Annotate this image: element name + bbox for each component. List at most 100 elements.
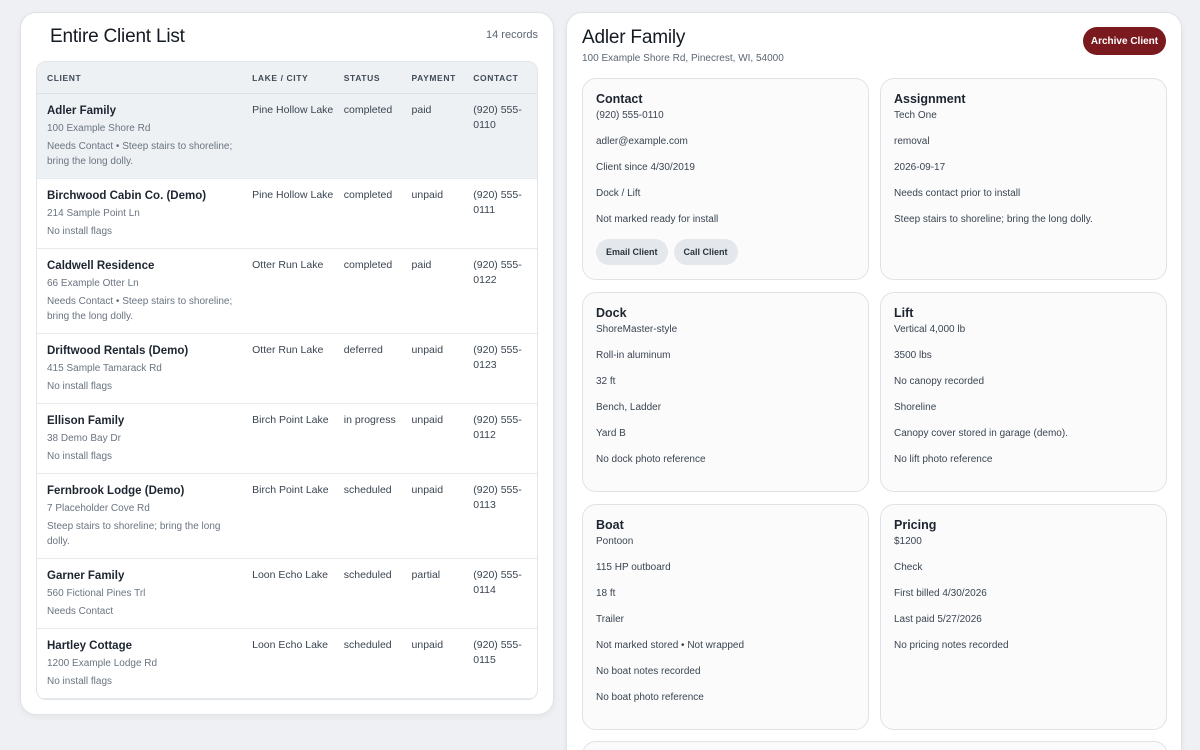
client-address: 100 Example Shore Rd xyxy=(47,123,151,134)
contact-cell: (920) 555-0123 xyxy=(463,343,537,403)
contact-cell: (920) 555-0115 xyxy=(463,638,537,698)
client-lake: Birch Point Lake xyxy=(252,414,329,426)
client-payment: unpaid xyxy=(411,639,444,651)
status-cell: in progress xyxy=(334,413,402,473)
pricing-detail-line: First billed 4/30/2026 xyxy=(894,588,987,599)
boat-detail-line: 115 HP outboard xyxy=(596,562,671,573)
dock-detail-line: ShoreMaster-style xyxy=(596,324,678,335)
lift-detail-line: Vertical 4,000 lb xyxy=(894,324,966,335)
assignment-detail-line: Tech One xyxy=(894,110,937,121)
dock-detail-line: Yard B xyxy=(596,428,626,439)
client-status: scheduled xyxy=(343,639,392,651)
client-lake: Loon Echo Lake xyxy=(252,639,329,651)
client-name: Adler Family xyxy=(47,105,117,117)
column-header-contact[interactable]: CONTACT xyxy=(473,72,519,83)
client-cell: Garner Family 560 Fictional Pines Trl Need… xyxy=(37,568,242,628)
status-cell: scheduled xyxy=(334,483,402,558)
client-name: Garner Family xyxy=(47,570,125,582)
contact-cell: (920) 555-0111 xyxy=(463,188,537,248)
client-address: 66 Example Otter Ln xyxy=(47,278,139,289)
client-address: 7 Placeholder Cove Rd xyxy=(47,503,150,514)
pricing-card-title: Pricing xyxy=(894,518,937,532)
dock-detail-line: Roll-in aluminum xyxy=(596,350,671,361)
assignment-card-title: Assignment xyxy=(894,92,966,106)
client-install-flags: No install flags xyxy=(47,226,113,237)
status-cell: completed xyxy=(334,103,402,178)
client-contact: (920) 555-0111 xyxy=(473,189,522,216)
contact-actions: Email Client Call Client xyxy=(596,239,855,265)
contact-detail-line: Not marked ready for install xyxy=(596,214,719,225)
client-status: completed xyxy=(343,259,393,271)
table-row[interactable]: Garner Family 560 Fictional Pines Trl Need… xyxy=(37,559,537,629)
assignment-detail-line: 2026-09-17 xyxy=(894,162,946,173)
client-lake: Pine Hollow Lake xyxy=(252,104,334,116)
client-status: scheduled xyxy=(343,569,392,581)
client-install-flags: No install flags xyxy=(47,676,113,687)
client-install-flags: Needs Contact xyxy=(47,606,114,617)
table-row[interactable]: Fernbrook Lodge (Demo) 7 Placeholder Cove… xyxy=(37,474,537,559)
lift-detail-line: No lift photo reference xyxy=(894,454,993,465)
client-detail-panel: Adler Family 100 Example Shore Rd, Pinec… xyxy=(566,12,1182,750)
email-client-button[interactable]: Email Client xyxy=(596,239,668,265)
lift-detail-line: Shoreline xyxy=(894,402,937,413)
assignment-card: Assignment Tech One removal 2026-09-17 Needs… xyxy=(880,78,1167,280)
contact-cell: (920) 555-0114 xyxy=(463,568,537,628)
client-address: 560 Fictional Pines Trl xyxy=(47,588,146,599)
lift-detail-line: Canopy cover stored in garage (demo). xyxy=(894,428,1068,439)
client-address: 38 Demo Bay Dr xyxy=(47,433,121,444)
archive-client-button[interactable]: Archive Client xyxy=(1083,27,1166,55)
status-cell: deferred xyxy=(334,343,402,403)
contact-detail-line: Dock / Lift xyxy=(596,188,641,199)
payment-cell: paid xyxy=(402,103,464,178)
lake-cell: Loon Echo Lake xyxy=(242,638,334,698)
client-contact: (920) 555-0122 xyxy=(473,259,522,286)
table-header: CLIENT LAKE / CITY STATUS PAYMENT CONTAC… xyxy=(37,62,537,94)
client-address: 214 Sample Point Ln xyxy=(47,208,140,219)
client-list-header: Entire Client List 14 records xyxy=(36,13,538,61)
client-cell: Driftwood Rentals (Demo) 415 Sample Tamar… xyxy=(37,343,242,403)
boat-detail-line: Pontoon xyxy=(596,536,634,547)
status-cell: completed xyxy=(334,188,402,248)
lift-card-title: Lift xyxy=(894,306,914,320)
payment-cell: paid xyxy=(402,258,464,333)
contact-cell: (920) 555-0110 xyxy=(463,103,537,178)
assignment-detail-line: Needs contact prior to install xyxy=(894,188,1021,199)
client-contact: (920) 555-0110 xyxy=(473,104,522,131)
lake-cell: Pine Hollow Lake xyxy=(242,188,334,248)
client-address: 415 Sample Tamarack Rd xyxy=(47,363,162,374)
client-status: deferred xyxy=(343,344,383,356)
table-row[interactable]: Hartley Cottage 1200 Example Lodge Rd No i… xyxy=(37,629,537,699)
client-lake: Pine Hollow Lake xyxy=(252,189,334,201)
payment-cell: unpaid xyxy=(402,413,464,473)
table-row[interactable]: Caldwell Residence 66 Example Otter Ln Nee… xyxy=(37,249,537,334)
dock-detail-line: No dock photo reference xyxy=(596,454,706,465)
client-install-flags: No install flags xyxy=(47,451,113,462)
column-header-status[interactable]: STATUS xyxy=(343,72,381,83)
client-install-flags: No install flags xyxy=(47,381,113,392)
payment-cell: unpaid xyxy=(402,638,464,698)
lift-detail-line: 3500 lbs xyxy=(894,350,932,361)
table-row[interactable]: Driftwood Rentals (Demo) 415 Sample Tamar… xyxy=(37,334,537,404)
client-status: in progress xyxy=(343,414,396,426)
client-name: Hartley Cottage xyxy=(47,640,132,652)
contact-cell: (920) 555-0112 xyxy=(463,413,537,473)
column-header-payment[interactable]: PAYMENT xyxy=(411,72,456,83)
dock-detail-line: 32 ft xyxy=(596,376,616,387)
client-name: Driftwood Rentals (Demo) xyxy=(47,345,189,357)
client-payment: partial xyxy=(411,569,441,581)
client-status: completed xyxy=(343,104,393,116)
boat-detail-line: Not marked stored • Not wrapped xyxy=(596,640,745,651)
client-status: completed xyxy=(343,189,393,201)
column-header-client[interactable]: CLIENT xyxy=(47,72,82,83)
table-row[interactable]: Birchwood Cabin Co. (Demo) 214 Sample Poi… xyxy=(37,179,537,249)
table-row[interactable]: Adler Family 100 Example Shore Rd Needs Co… xyxy=(37,94,537,179)
lake-cell: Otter Run Lake xyxy=(242,258,334,333)
status-cell: scheduled xyxy=(334,568,402,628)
column-header-lake-city[interactable]: LAKE / CITY xyxy=(252,72,309,83)
client-lake: Birch Point Lake xyxy=(252,484,329,496)
call-client-button[interactable]: Call Client xyxy=(673,239,738,265)
client-contact: (920) 555-0115 xyxy=(473,639,522,666)
lake-cell: Birch Point Lake xyxy=(242,483,334,558)
table-row[interactable]: Ellison Family 38 Demo Bay Dr No install f… xyxy=(37,404,537,474)
lake-cell: Loon Echo Lake xyxy=(242,568,334,628)
